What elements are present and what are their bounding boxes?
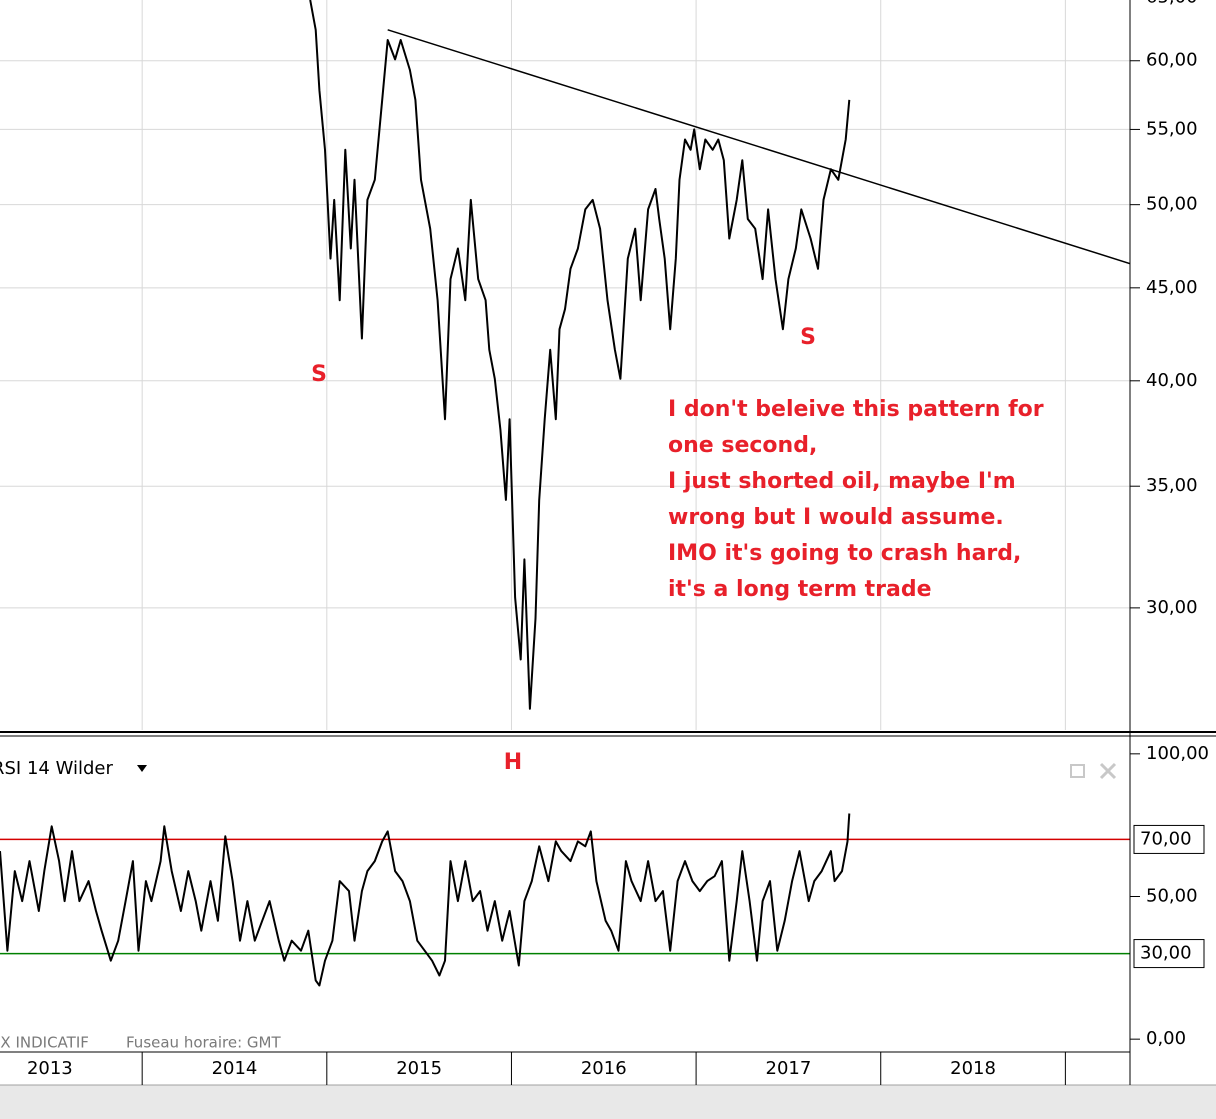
close-icon[interactable]: [1099, 762, 1117, 780]
y-tick-label: 65,00: [1146, 0, 1198, 8]
comment-line: I don't beleive this pattern for: [668, 397, 1044, 422]
y-tick-label: 60,00: [1146, 50, 1198, 71]
comment-line: it's a long term trade: [668, 577, 932, 602]
comment-line: wrong but I would assume.: [668, 505, 1004, 530]
y-tick-label: 50,00: [1146, 885, 1198, 906]
restore-icon[interactable]: [1070, 764, 1085, 778]
pattern-label: H: [504, 750, 522, 775]
source-label: IX INDICATIF: [0, 1034, 89, 1052]
level-label-box: [1133, 939, 1205, 969]
y-tick-label: 55,00: [1146, 118, 1198, 139]
x-tick-label: 2014: [212, 1058, 258, 1079]
comment-line: I just shorted oil, maybe I'm: [668, 469, 1016, 494]
timezone-label: Fuseau horaire: GMT: [126, 1034, 281, 1052]
comment-line: IMO it's going to crash hard,: [668, 541, 1021, 566]
plot-layer: 2013 2014 2015 2016 2017 2018 30,00 35,00 40,00 4…: [0, 0, 1209, 1085]
indicator-title[interactable]: RSI 14 Wilder: [0, 758, 113, 779]
y-tick-label: 100,00: [1146, 743, 1209, 764]
pattern-label: S: [311, 362, 327, 387]
comment-line: one second,: [668, 433, 817, 458]
level-label: 70,00: [1140, 828, 1192, 849]
y-tick-label: 30,00: [1146, 597, 1198, 618]
y-tick-label: 40,00: [1146, 370, 1198, 391]
x-tick-label: 2013: [27, 1058, 73, 1079]
y-tick-label: 0,00: [1146, 1028, 1186, 1049]
series-line: [309, 0, 851, 710]
trend-line: [387, 29, 1130, 265]
x-tick-label: 2016: [581, 1058, 627, 1079]
x-tick-label: 2017: [766, 1058, 812, 1079]
level-label-box: [1133, 824, 1205, 854]
pattern-label: S: [800, 325, 816, 350]
y-tick-label: 35,00: [1146, 475, 1198, 496]
series-line: [0, 813, 851, 987]
x-tick-label: 2015: [396, 1058, 442, 1079]
x-tick-label: 2018: [950, 1058, 996, 1079]
level-label: 30,00: [1140, 943, 1192, 964]
y-tick-label: 45,00: [1146, 277, 1198, 298]
dropdown-arrow[interactable]: [137, 765, 147, 772]
scrollbar: [0, 1085, 1216, 1119]
y-tick-label: 50,00: [1146, 194, 1198, 215]
